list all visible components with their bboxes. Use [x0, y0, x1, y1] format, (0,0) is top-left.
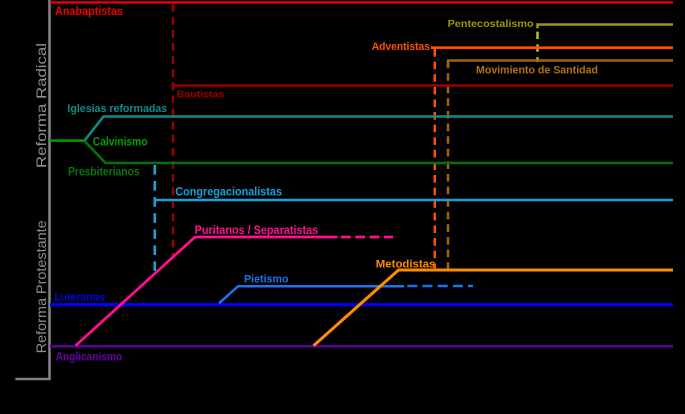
svg-text:Calvinismo: Calvinismo	[93, 136, 148, 148]
svg-text:Iglesias reformadas: Iglesias reformadas	[67, 103, 167, 115]
svg-text:Puritanos / Separatistas: Puritanos / Separatistas	[195, 225, 319, 237]
svg-text:Presbiterianos: Presbiterianos	[68, 166, 140, 178]
svg-text:Bautistas: Bautistas	[177, 89, 225, 101]
svg-text:Pietismo: Pietismo	[244, 273, 289, 285]
svg-text:Anabaptistas: Anabaptistas	[55, 6, 123, 18]
svg-text:Anglicanismo: Anglicanismo	[56, 351, 123, 363]
svg-text:Reforma Radical: Reforma Radical	[33, 43, 49, 168]
svg-text:Luteranos: Luteranos	[54, 291, 105, 303]
svg-text:Movimiento de Santidad: Movimiento de Santidad	[476, 65, 598, 77]
svg-text:Metodistas: Metodistas	[376, 258, 436, 270]
svg-text:Pentecostalismo: Pentecostalismo	[448, 18, 534, 30]
svg-text:Adventistas: Adventistas	[372, 41, 430, 53]
svg-text:Congregacionalistas: Congregacionalistas	[175, 187, 282, 199]
svg-text:Reforma Protestante: Reforma Protestante	[33, 220, 49, 353]
